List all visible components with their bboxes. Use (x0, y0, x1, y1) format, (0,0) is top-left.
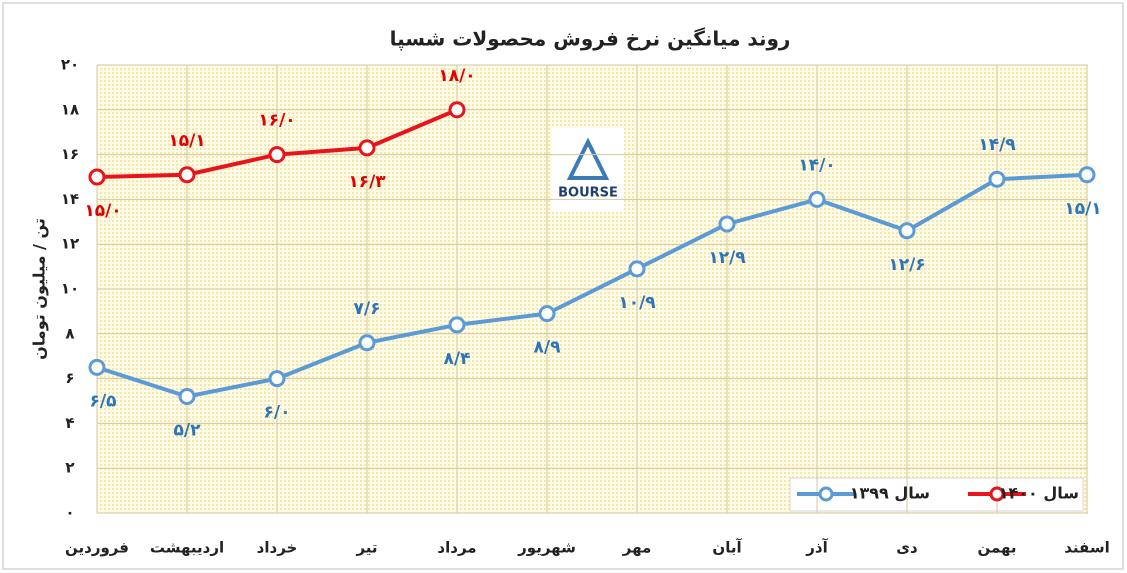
value-label: ۵/۲ (174, 421, 202, 441)
y-tick-label: ۱۸ (61, 100, 79, 118)
value-label: ۶/۵ (90, 391, 117, 411)
x-tick-label: بهمن (977, 539, 1016, 557)
point (268, 370, 286, 388)
logo: BOURSE (552, 128, 624, 212)
legend-label: سال ۱۴۰۰ (999, 484, 1079, 503)
value-label: ۱۰/۹ (618, 293, 656, 313)
y-tick-label: ۶ (65, 369, 74, 387)
y-axis-label: تن / میلیون تومان (30, 218, 49, 360)
y-tick-label: ۱۲ (61, 235, 79, 253)
point (538, 305, 556, 323)
point (718, 215, 736, 233)
series-line (96, 172, 1088, 399)
y-tick-label: ۲ (65, 459, 74, 477)
x-tick-label: مهر (622, 539, 652, 557)
legend-marker (818, 486, 834, 502)
point (1078, 166, 1096, 184)
legend-label: سال ۱۳۹۹ (850, 484, 930, 503)
x-tick-label: دی (896, 539, 918, 557)
point (88, 358, 106, 376)
y-tick-label: ۱۶ (61, 145, 79, 163)
value-label: ۱۵/۱ (1064, 199, 1101, 219)
point (178, 166, 196, 184)
value-label: ۶/۰ (264, 403, 291, 423)
value-label: ۸/۴ (444, 349, 471, 369)
x-tick-label: آذر (805, 539, 828, 557)
legend-marker (989, 486, 1005, 502)
value-label: ۱۸/۰ (438, 66, 475, 86)
point (268, 146, 286, 164)
value-label: ۱۲/۹ (708, 248, 746, 268)
value-label: ۱۵/۰ (84, 201, 121, 221)
value-label: ۱۶/۳ (348, 172, 386, 192)
point (808, 190, 826, 208)
value-label: ۱۵/۱ (168, 131, 205, 151)
x-tick-label: فروردین (65, 539, 129, 557)
x-tick-label: خرداد (257, 539, 298, 557)
value-label: ۷/۶ (354, 299, 381, 319)
y-tick-label: ۰ (65, 504, 74, 522)
y-tick-label: ۲۰ (61, 56, 79, 74)
x-tick-label: آبان (712, 539, 742, 557)
point (178, 388, 196, 406)
logo-text: BOURSE (558, 186, 618, 201)
point (448, 316, 466, 334)
x-tick-label: شهریور (517, 539, 576, 557)
chart-title: روند میانگین نرخ فروش محصولات شسپا (390, 27, 791, 52)
value-label: ۸/۹ (534, 338, 562, 358)
point (88, 168, 106, 186)
x-tick-label: اردیبهشت (150, 539, 224, 557)
x-tick-label: مرداد (437, 539, 476, 557)
x-tick-label: اسفند (1064, 539, 1109, 557)
logo-mark (566, 137, 610, 180)
y-tick-label: ۸ (65, 324, 74, 342)
value-label: ۱۴/۰ (798, 155, 835, 175)
value-label: ۱۲/۶ (888, 255, 925, 275)
y-tick-label: ۴ (65, 414, 74, 432)
point (898, 222, 916, 240)
point (358, 139, 376, 157)
value-label: ۱۴/۹ (978, 135, 1016, 155)
y-tick-label: ۱۰ (61, 280, 79, 298)
point (358, 334, 376, 352)
y-tick-label: ۱۴ (61, 190, 79, 208)
x-tick-label: تیر (355, 539, 377, 557)
point (988, 170, 1006, 188)
value-label: ۱۶/۰ (258, 111, 295, 131)
point (628, 260, 646, 278)
point (448, 101, 466, 119)
